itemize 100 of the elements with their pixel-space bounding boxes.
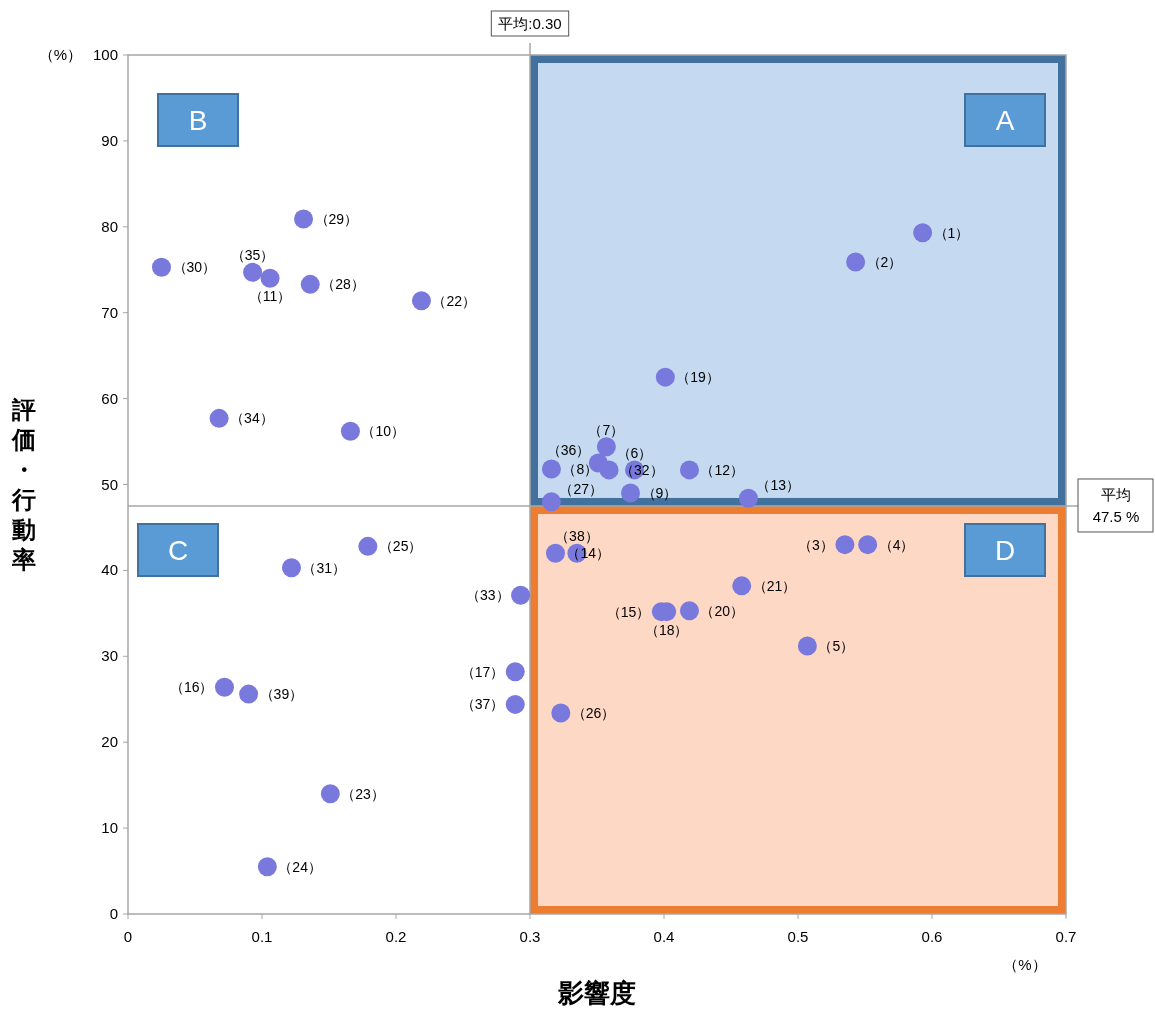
point <box>588 453 608 473</box>
annotation: B <box>188 105 208 136</box>
point <box>541 459 561 479</box>
point <box>281 558 301 578</box>
series-label: （14） <box>566 545 611 562</box>
y-axis-title: 評価・行動率 <box>11 395 36 573</box>
series-label: （8） <box>562 461 599 478</box>
y-tick-label: 30 <box>101 647 118 665</box>
series-label: （1） <box>933 224 970 241</box>
series-label: （16） <box>169 679 214 696</box>
x-tick-label: 0.5 <box>787 928 809 945</box>
y-tick-label: 50 <box>101 475 118 493</box>
point <box>846 252 866 272</box>
point <box>858 535 878 555</box>
series-label: （32） <box>620 461 664 478</box>
point <box>260 268 280 288</box>
series-label: （11） <box>248 288 292 305</box>
series-label: （5） <box>818 637 855 654</box>
series-label: （38） <box>555 528 599 545</box>
series-label: （10） <box>361 423 406 440</box>
y-tick-label: 80 <box>101 217 118 235</box>
point <box>152 257 171 277</box>
point <box>294 209 314 229</box>
point <box>835 535 855 555</box>
series-label: （29） <box>314 211 359 228</box>
series-label: （25） <box>378 538 423 555</box>
series-label: （4） <box>878 536 915 553</box>
series-label: （22） <box>432 292 477 309</box>
y-tick-label: 0 <box>109 905 118 922</box>
point <box>541 492 561 512</box>
series-label: （34） <box>230 410 274 427</box>
text: （%） <box>38 46 82 63</box>
x-tick-label: 0.1 <box>251 928 273 945</box>
y-tick-label: 100 <box>92 46 118 63</box>
y-tick-label: 90 <box>101 131 118 149</box>
point <box>209 408 229 428</box>
x-tick-label: 0.3 <box>519 928 541 945</box>
series-label: （3） <box>798 536 834 553</box>
point <box>511 585 531 605</box>
series-label: （24） <box>278 858 322 875</box>
ref-line-label: 平均 47.5 % <box>1092 485 1140 525</box>
y-tick-label: 70 <box>101 303 118 321</box>
series-label: （30） <box>172 259 217 276</box>
series-label: （33） <box>466 587 510 604</box>
point <box>358 536 378 556</box>
point <box>505 662 525 682</box>
annotation: D <box>994 535 1016 566</box>
series-label: （28） <box>321 276 365 293</box>
series-label: （21） <box>752 577 797 594</box>
series-label: （27） <box>559 480 604 497</box>
point <box>738 488 758 508</box>
x-tick-label: 0.6 <box>921 928 943 945</box>
point <box>243 262 263 282</box>
series-label: （39） <box>259 686 304 703</box>
x-tick-label: 0.7 <box>1055 928 1077 945</box>
point <box>214 677 234 697</box>
x-tick-label: 0.2 <box>385 928 407 945</box>
series-label: （23） <box>341 785 385 802</box>
y-tick-label: 60 <box>101 389 118 407</box>
point <box>239 684 259 704</box>
point <box>621 483 640 503</box>
x-tick-label: 0 <box>123 928 133 945</box>
y-tick-label: 40 <box>101 561 118 579</box>
point <box>505 694 525 714</box>
text: （%） <box>1003 956 1047 973</box>
point <box>797 636 817 656</box>
series-label: （18） <box>644 621 689 638</box>
series-label: （37） <box>460 696 505 713</box>
series-label: （17） <box>460 663 505 680</box>
series-label: （6） <box>616 444 653 461</box>
series-label: （19） <box>676 369 720 386</box>
point <box>732 576 752 596</box>
point <box>300 274 320 294</box>
series-label: （26） <box>571 704 616 721</box>
series-label: （20） <box>700 602 745 619</box>
point <box>679 460 699 480</box>
annotation: C <box>167 535 189 566</box>
point <box>913 223 933 243</box>
point <box>320 784 340 804</box>
series-label: （15） <box>606 603 651 620</box>
y-tick-label: 10 <box>101 819 118 837</box>
annotation: A <box>995 105 1015 136</box>
point <box>679 601 699 621</box>
point <box>340 421 360 441</box>
series-label: （12） <box>700 461 745 478</box>
point <box>655 367 675 387</box>
series-label: （36） <box>546 442 591 459</box>
series-label: （13） <box>756 477 800 494</box>
ref-line-label: 平均:0.30 <box>498 15 562 32</box>
x-axis-title: 影響度 <box>557 978 636 1008</box>
point <box>545 543 565 563</box>
x-tick-label: 0.4 <box>653 928 675 945</box>
series-label: （31） <box>302 559 347 576</box>
series-label: （9） <box>641 485 678 502</box>
y-tick-label: 20 <box>101 733 118 751</box>
point <box>411 291 431 311</box>
point <box>596 437 616 457</box>
series-label: （35） <box>230 247 275 264</box>
series-label: （2） <box>866 254 903 271</box>
point <box>551 703 571 723</box>
